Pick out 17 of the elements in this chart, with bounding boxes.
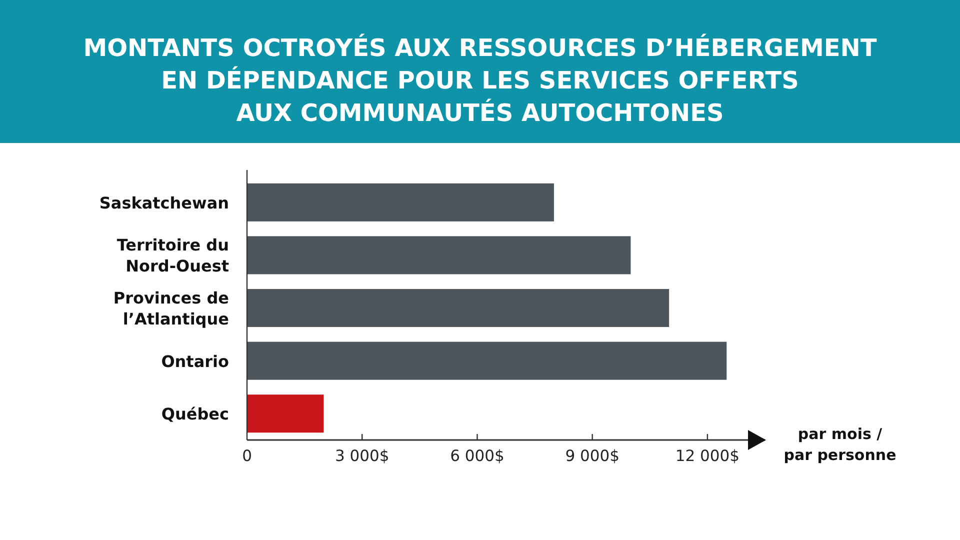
x-tick-label: 0 (242, 447, 252, 465)
bar (247, 236, 631, 274)
x-tick-label: 6 000$ (450, 447, 504, 465)
x-axis-title: par mois / par personne (784, 425, 896, 464)
y-tick-label: Provinces de l’Atlantique (113, 288, 230, 328)
chart-title: MONTANTS OCTROYÉS AUX RESSOURCES D’HÉBERGEMENT EN DÉPENDANCE POUR LES SERVICES OFFERTS AUX COMMUNAUTÉS AUTOCHTONES (83, 33, 878, 127)
y-tick-label: Saskatchewan (99, 193, 229, 212)
bar (247, 183, 554, 222)
y-tick-label: Québec (161, 404, 229, 424)
x-tick-label: 12 000$ (675, 447, 740, 465)
y-tick-label: Territoire du Nord-Ouest (116, 236, 230, 276)
bar (247, 342, 727, 380)
x-tick-label: 9 000$ (565, 447, 620, 465)
y-tick-label: Ontario (161, 352, 229, 371)
bar (247, 394, 324, 433)
x-tick-label: 3 000$ (334, 447, 390, 465)
bar (247, 288, 670, 328)
